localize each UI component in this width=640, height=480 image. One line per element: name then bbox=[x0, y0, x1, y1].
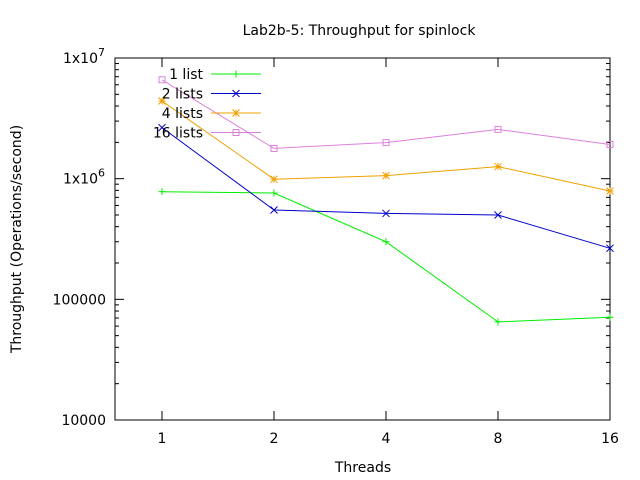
data-point bbox=[270, 144, 278, 152]
data-point bbox=[158, 188, 166, 196]
plot-frame bbox=[114, 57, 611, 421]
y-tick-label: 100000 bbox=[53, 292, 106, 308]
series-line bbox=[161, 79, 611, 149]
data-point bbox=[494, 162, 502, 171]
legend-label: 4 lists bbox=[162, 106, 203, 122]
x-tick-label: 1 bbox=[158, 431, 167, 447]
data-point bbox=[494, 211, 502, 219]
x-tick-label: 2 bbox=[270, 431, 279, 447]
x-tick-label: 4 bbox=[382, 431, 391, 447]
legend-label: 2 lists bbox=[162, 87, 203, 103]
legend-label: 16 lists bbox=[153, 126, 203, 142]
data-point bbox=[270, 189, 278, 197]
data-point bbox=[270, 206, 278, 214]
chart-title: Lab2b-5: Throughput for spinlock bbox=[243, 23, 477, 39]
legend-label: 1 list bbox=[169, 67, 203, 83]
data-point bbox=[382, 171, 390, 180]
data-point bbox=[270, 175, 278, 184]
legend-marker bbox=[232, 70, 240, 78]
data-point bbox=[382, 209, 390, 218]
data-point bbox=[606, 187, 614, 195]
data-point bbox=[494, 125, 502, 133]
y-tick-label: 10000 bbox=[61, 413, 106, 429]
data-point bbox=[382, 139, 390, 147]
y-tick-label: 1x107 bbox=[63, 46, 105, 67]
data-point bbox=[494, 318, 502, 326]
y-tick-label: 1x106 bbox=[63, 167, 105, 188]
data-point bbox=[382, 238, 390, 246]
y-axis-label: Throughput (Operations/second) bbox=[9, 125, 25, 354]
series-line bbox=[161, 191, 611, 323]
legend-marker bbox=[232, 129, 240, 136]
data-point bbox=[606, 313, 614, 321]
legend-marker bbox=[232, 109, 240, 117]
data-point bbox=[606, 140, 614, 148]
x-axis-label: Threads bbox=[334, 460, 391, 476]
x-tick-label: 16 bbox=[601, 431, 619, 447]
chart-marks: 10000 100000 1x106 1x107 1 2 4 8 16 1 list 2 lists… bbox=[53, 46, 619, 447]
data-point bbox=[158, 97, 166, 105]
legend-marker bbox=[232, 89, 240, 98]
data-point bbox=[158, 76, 166, 84]
data-point bbox=[606, 244, 614, 253]
x-tick-label: 8 bbox=[494, 431, 503, 447]
data-point bbox=[158, 123, 166, 132]
